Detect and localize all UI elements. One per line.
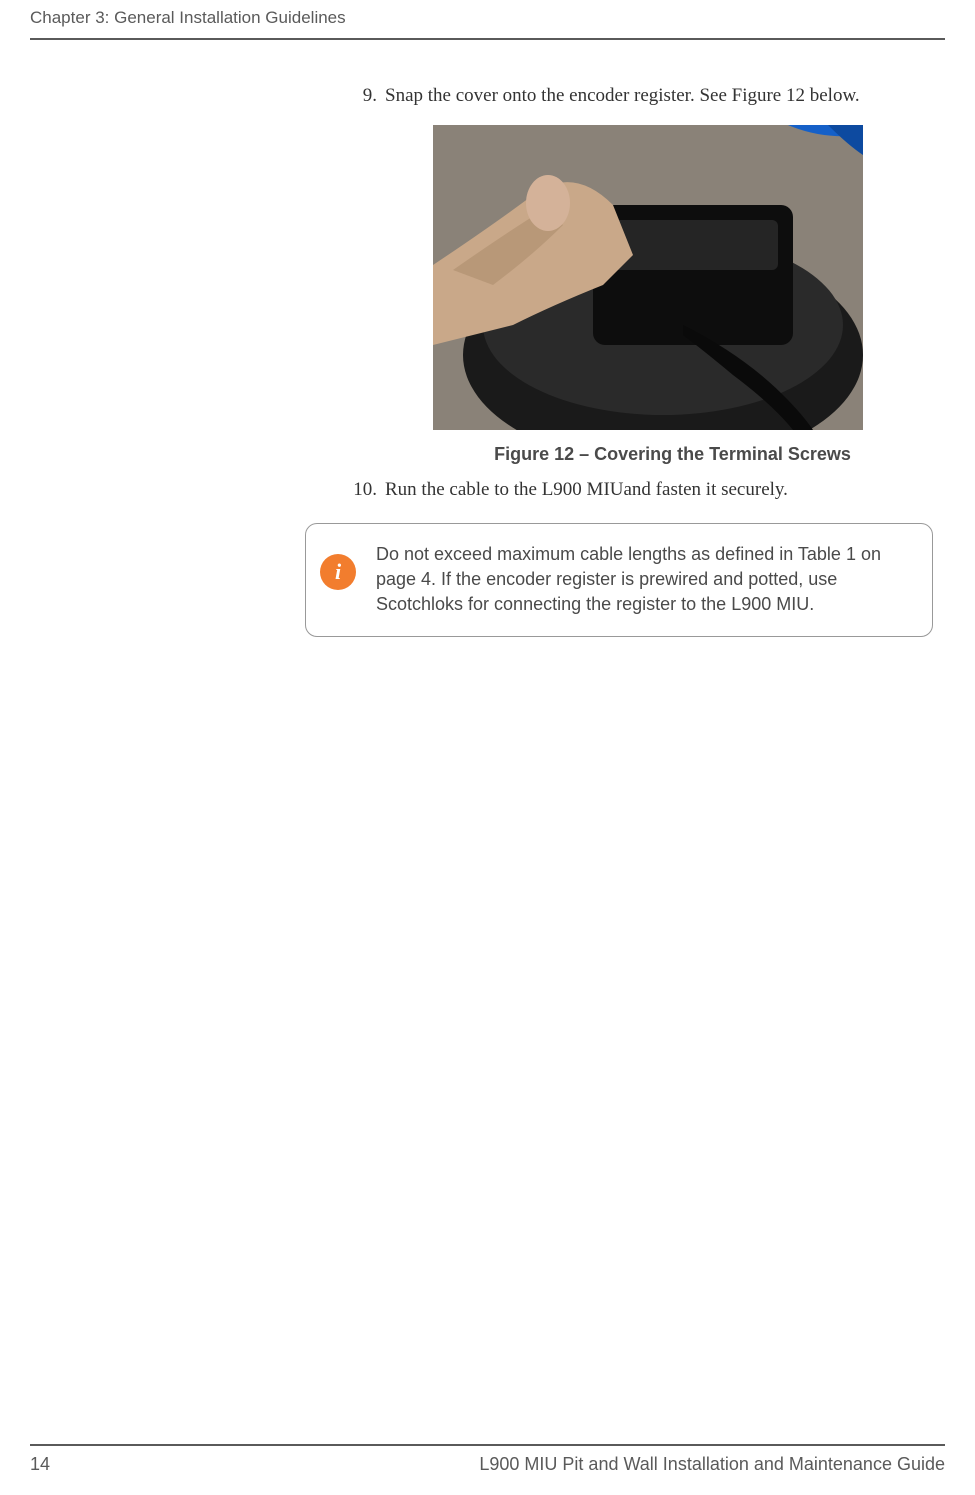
chapter-title: Chapter 3: General Installation Guidelin… xyxy=(30,8,945,28)
page-content: 9. Snap the cover onto the encoder regis… xyxy=(30,50,945,1444)
footer-rule xyxy=(30,1444,945,1446)
document-title: L900 MIU Pit and Wall Installation and M… xyxy=(479,1454,945,1475)
page-container: Chapter 3: General Installation Guidelin… xyxy=(0,0,975,1495)
step-10-number: 10. xyxy=(350,479,385,501)
info-note-box: i Do not exceed maximum cable lengths as… xyxy=(305,523,933,637)
page-footer: 14 L900 MIU Pit and Wall Installation an… xyxy=(30,1444,945,1495)
figure-12-container: Figure 12 – Covering the Terminal Screws xyxy=(350,125,945,465)
info-icon-glyph: i xyxy=(335,559,341,585)
info-icon: i xyxy=(320,554,356,590)
step-9-number: 9. xyxy=(350,85,385,107)
step-9-text: Snap the cover onto the encoder register… xyxy=(385,85,945,107)
footer-content: 14 L900 MIU Pit and Wall Installation an… xyxy=(30,1454,945,1475)
page-number: 14 xyxy=(30,1454,50,1475)
info-note-text: Do not exceed maximum cable lengths as d… xyxy=(376,542,908,618)
figure-12-caption: Figure 12 – Covering the Terminal Screws xyxy=(350,444,945,465)
step-10-text: Run the cable to the L900 MIUand fasten … xyxy=(385,479,945,501)
figure-12-image xyxy=(433,125,863,430)
step-9: 9. Snap the cover onto the encoder regis… xyxy=(350,85,945,107)
page-header: Chapter 3: General Installation Guidelin… xyxy=(30,0,945,50)
figure-12-svg xyxy=(433,125,863,430)
step-10: 10. Run the cable to the L900 MIUand fas… xyxy=(350,479,945,501)
header-rule xyxy=(30,38,945,40)
